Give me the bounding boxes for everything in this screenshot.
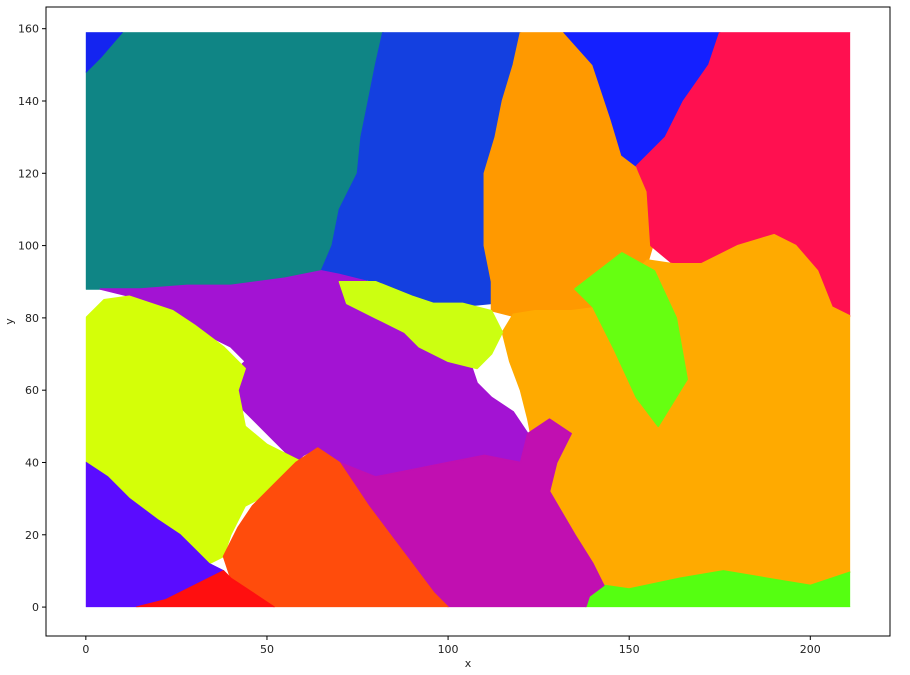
y-tick-label: 100 xyxy=(18,240,39,253)
region-lime-green xyxy=(574,252,688,428)
y-tick-label: 120 xyxy=(18,167,39,180)
region-yellow-mid xyxy=(338,280,504,370)
x-tick-label: 0 xyxy=(82,643,89,656)
x-tick-label: 150 xyxy=(619,643,640,656)
y-tick-label: 80 xyxy=(25,312,39,325)
region-red-orange xyxy=(222,447,449,608)
x-tick-label: 200 xyxy=(800,643,821,656)
region-blue-left xyxy=(85,32,123,73)
y-tick-label: 160 xyxy=(18,23,39,36)
y-axis-label: y xyxy=(3,318,16,325)
y-tick-label: 140 xyxy=(18,95,39,108)
y-tick-label: 60 xyxy=(25,384,39,397)
x-tick-label: 100 xyxy=(438,643,459,656)
y-tick-label: 20 xyxy=(25,529,39,542)
axes-frame xyxy=(45,6,891,637)
region-layer xyxy=(85,32,851,608)
x-axis-label: x xyxy=(465,657,472,670)
x-tick-label: 50 xyxy=(260,643,274,656)
y-tick-label: 0 xyxy=(32,601,39,614)
y-tick-label: 40 xyxy=(25,456,39,469)
tick-layer: 0 50 100 150 200 0 20 40 60 80 100 120 140 160 xyxy=(18,23,821,656)
region-red-bottom xyxy=(135,570,275,608)
